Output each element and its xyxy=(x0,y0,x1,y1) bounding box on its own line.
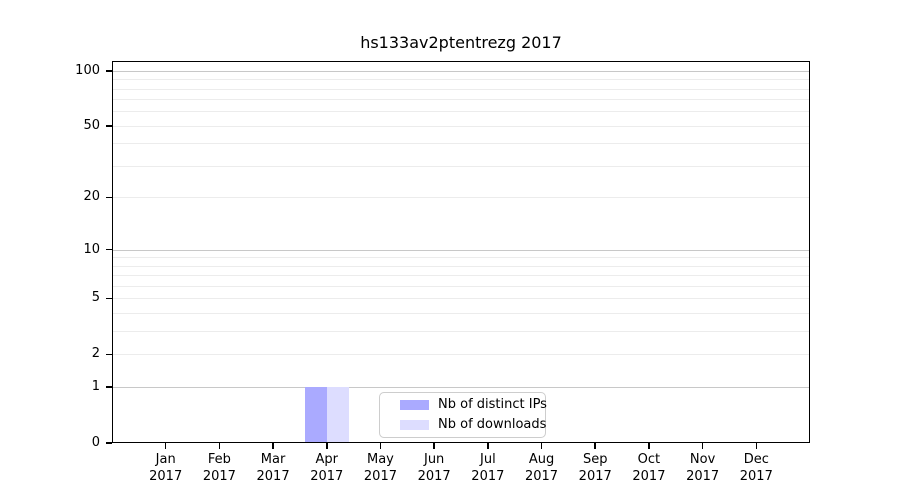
x-tick-mark xyxy=(487,443,489,449)
x-tick-label: Nov 2017 xyxy=(686,452,720,484)
x-tick-label: Apr 2017 xyxy=(310,452,344,484)
legend-label: Nb of distinct IPs xyxy=(438,397,547,412)
x-tick-label: Dec 2017 xyxy=(739,452,773,484)
legend-swatch xyxy=(400,400,429,410)
y-tick-mark xyxy=(106,248,112,251)
y-gridline-minor xyxy=(112,143,810,145)
y-gridline-minor xyxy=(112,197,810,199)
y-tick-label: 2 xyxy=(91,346,100,362)
plot-area xyxy=(112,61,810,443)
y-gridline-minor xyxy=(112,79,810,81)
y-tick-label: 20 xyxy=(83,189,100,205)
x-tick-mark xyxy=(326,443,328,449)
y-gridline-minor xyxy=(112,275,810,277)
x-tick-mark xyxy=(164,443,167,449)
y-tick-mark xyxy=(106,196,112,199)
y-tick-label: 10 xyxy=(83,241,100,257)
y-gridline-minor xyxy=(112,88,810,90)
x-tick-mark xyxy=(648,443,650,449)
y-gridline-minor xyxy=(112,99,810,101)
y-gridline-minor xyxy=(112,313,810,315)
x-tick-label: Mar 2017 xyxy=(256,452,290,484)
y-gridline-decade xyxy=(112,249,810,251)
legend: Nb of distinct IPs Nb of downloads xyxy=(379,392,547,438)
y-tick-label: 0 xyxy=(91,435,100,450)
y-tick-mark xyxy=(106,386,112,388)
y-tick-mark xyxy=(106,353,112,356)
y-gridline-minor xyxy=(112,111,810,113)
y-tick-mark xyxy=(106,125,112,127)
legend-item: Nb of downloads xyxy=(380,415,547,435)
y-tick-mark xyxy=(106,297,112,300)
x-tick-label: Sep 2017 xyxy=(578,452,612,484)
x-tick-mark xyxy=(540,443,543,449)
bar-downloads xyxy=(326,387,349,443)
x-tick-label: Aug 2017 xyxy=(524,452,559,484)
y-gridline-decade xyxy=(112,70,810,72)
x-tick-mark xyxy=(594,443,596,449)
y-tick-mark xyxy=(106,70,112,72)
x-tick-mark xyxy=(272,443,274,449)
x-tick-label: Jul 2017 xyxy=(471,452,505,484)
x-tick-mark xyxy=(755,443,758,449)
y-tick-label: 5 xyxy=(91,290,100,306)
y-gridline-minor xyxy=(112,298,810,300)
y-gridline-minor xyxy=(112,331,810,333)
x-tick-label: Jun 2017 xyxy=(417,452,451,484)
legend-swatch xyxy=(400,420,429,430)
bar-distinct-ips xyxy=(304,387,327,443)
x-tick-label: Feb 2017 xyxy=(202,452,236,484)
y-gridline-minor xyxy=(112,257,810,259)
y-tick-label: 1 xyxy=(91,379,100,395)
chart-title: hs133av2ptentrezg 2017 xyxy=(360,33,562,52)
x-tick-label: Jan 2017 xyxy=(149,452,183,484)
y-gridline-decade xyxy=(112,387,810,389)
legend-label: Nb of downloads xyxy=(438,417,547,432)
x-tick-mark xyxy=(433,443,435,449)
y-gridline-minor xyxy=(112,166,810,168)
legend-item: Nb of distinct IPs xyxy=(380,395,547,415)
y-gridline-minor xyxy=(112,286,810,288)
y-gridline-minor xyxy=(112,265,810,267)
y-gridline-minor xyxy=(112,354,810,356)
y-gridline-minor xyxy=(112,125,810,127)
y-tick-mark xyxy=(106,442,112,444)
x-tick-mark xyxy=(701,443,704,449)
x-tick-mark xyxy=(379,443,382,449)
x-tick-mark xyxy=(218,443,221,449)
y-tick-label: 100 xyxy=(75,62,100,78)
x-tick-label: May 2017 xyxy=(363,452,397,484)
x-tick-label: Oct 2017 xyxy=(632,452,666,484)
y-tick-label: 50 xyxy=(83,117,100,133)
